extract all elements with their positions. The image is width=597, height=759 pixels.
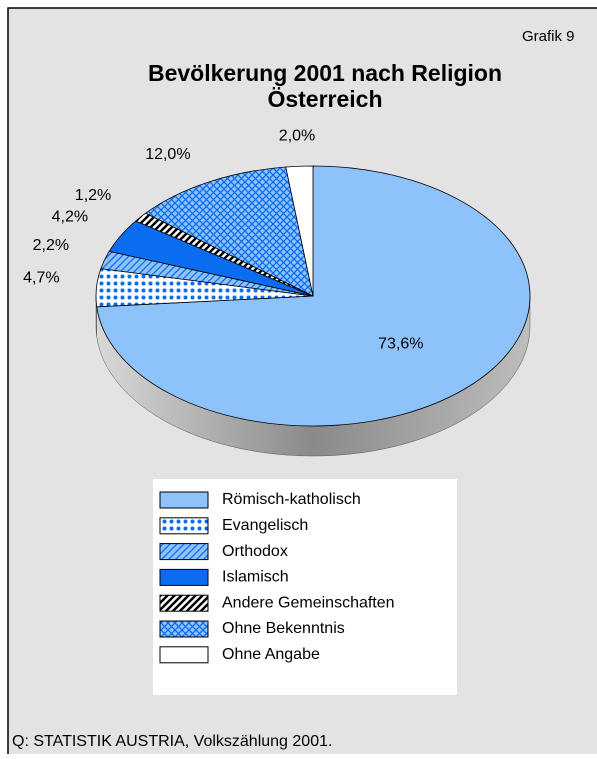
data-label: 2,2% bbox=[33, 237, 69, 254]
legend-label: Ohne Bekenntnis bbox=[222, 620, 345, 637]
chart-title: Bevölkerung 2001 nach Religion bbox=[148, 60, 502, 86]
legend-label: Islamisch bbox=[222, 569, 289, 586]
data-label: 12,0% bbox=[145, 146, 190, 163]
legend-swatch bbox=[159, 491, 209, 509]
legend-swatch bbox=[159, 594, 209, 612]
slice bbox=[285, 165, 314, 297]
legend-label: Orthodox bbox=[222, 543, 288, 560]
data-label: 2,0% bbox=[279, 127, 315, 144]
slice bbox=[144, 166, 314, 297]
legend-label: Römisch-katholisch bbox=[222, 491, 361, 508]
legend-label: Evangelisch bbox=[222, 517, 308, 534]
data-label: 4,7% bbox=[23, 269, 59, 286]
chart-subtitle: Österreich bbox=[267, 86, 382, 112]
legend-swatch bbox=[159, 620, 209, 638]
legend-swatch bbox=[159, 568, 209, 586]
data-label: 4,2% bbox=[52, 209, 88, 226]
data-label: 73,6% bbox=[378, 336, 423, 353]
legend-swatch bbox=[159, 543, 209, 561]
legend-swatch bbox=[159, 646, 209, 664]
source: Q: STATISTIK AUSTRIA, Volkszählung 2001. bbox=[12, 733, 332, 750]
legend-label: Andere Gemeinschaften bbox=[222, 594, 395, 611]
legend-swatch bbox=[159, 517, 209, 535]
data-label: 1,2% bbox=[75, 187, 111, 204]
legend-label: Ohne Angabe bbox=[222, 646, 320, 663]
annotation: Grafik 9 bbox=[522, 28, 575, 45]
